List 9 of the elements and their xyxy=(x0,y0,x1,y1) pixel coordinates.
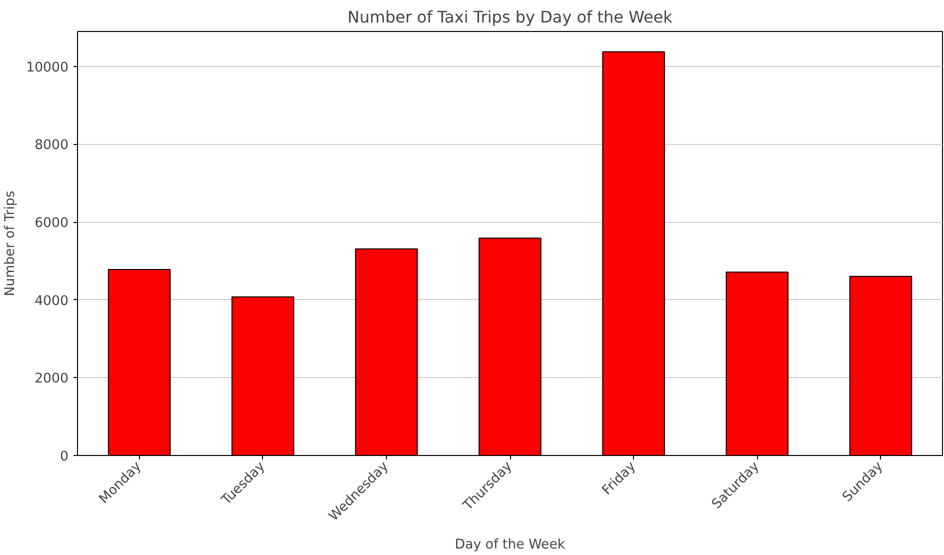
y-tick-label: 4000 xyxy=(34,294,69,309)
chart-title: Number of Taxi Trips by Day of the Week xyxy=(348,8,674,26)
y-tick-label: 6000 xyxy=(34,216,69,232)
x-axis-title: Day of the Week xyxy=(454,538,566,553)
y-tick-label: 2000 xyxy=(34,372,69,387)
y-tick-label: 10000 xyxy=(26,60,69,76)
y-tick-label: 0 xyxy=(60,450,69,464)
y-tick-label: 8000 xyxy=(34,138,69,154)
y-axis-title: Number of Trips xyxy=(3,190,18,296)
